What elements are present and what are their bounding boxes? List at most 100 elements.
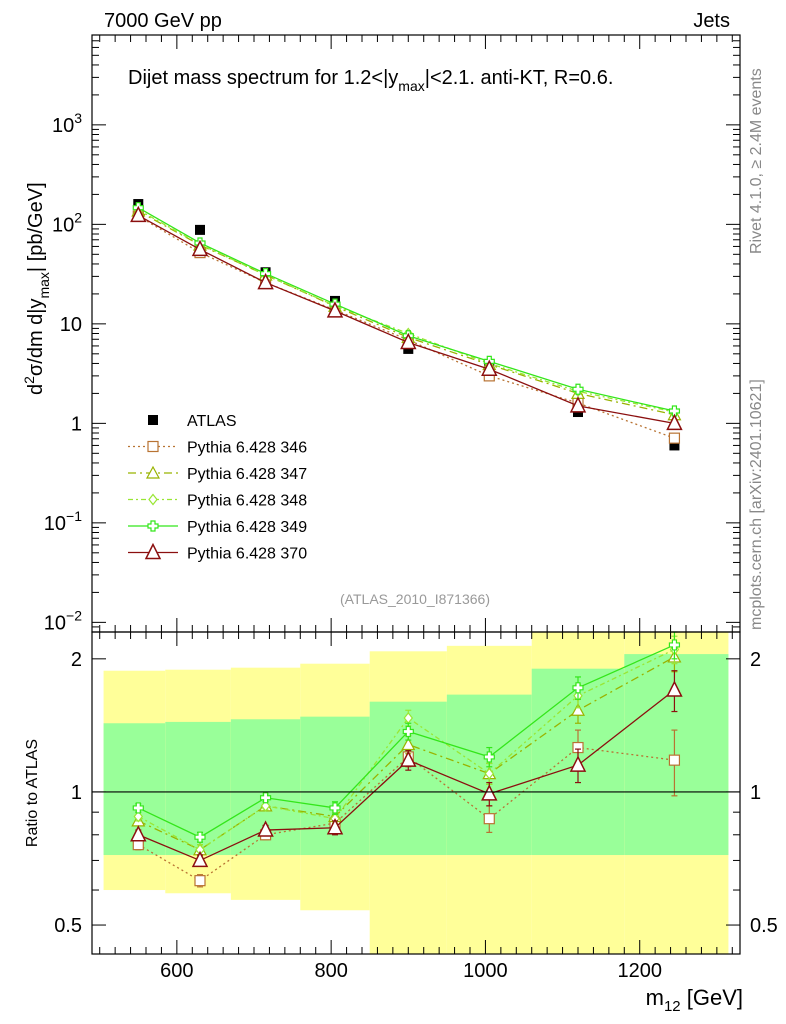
ratio-series-point — [191, 850, 209, 868]
chart-title-sub: max — [398, 78, 424, 94]
main-series-line — [137, 215, 675, 439]
process-label: Jets — [693, 10, 730, 32]
main-series-point — [400, 332, 417, 350]
legend-label: Pythia 6.428 348 — [187, 493, 307, 510]
ratio-series-point — [484, 767, 495, 780]
analysis-id: (ATLAS_2010_I871366) — [340, 591, 490, 607]
main-ytick-label: 103 — [52, 110, 82, 137]
ratio-series-point — [481, 784, 498, 801]
xtick-label: 800 — [314, 960, 347, 982]
main-ytick-label-base: 10 — [44, 513, 66, 535]
ratio-ytick-label-right: 1 — [750, 782, 761, 804]
legend-marker — [144, 542, 162, 560]
main-series-line — [137, 209, 675, 413]
main-ytick-label-base: 10 — [44, 612, 66, 634]
ratio-series-line — [138, 689, 675, 862]
ratio-ytick-label-left: 2 — [71, 649, 82, 671]
main-ylabel: d2σ/dm d|ymax| [pb/GeV] — [21, 182, 52, 395]
ratio-series-point — [133, 810, 144, 823]
ratio-series-point — [400, 750, 417, 767]
ratio-ylabel: Ratio to ATLAS — [24, 739, 41, 847]
legend-marker — [148, 493, 158, 506]
ratio-series-point — [668, 754, 681, 766]
ratio-series-point — [666, 680, 683, 697]
legend-marker — [147, 520, 159, 532]
main-ytick-label: 102 — [52, 209, 82, 236]
main-ylabel-sup: 2 — [21, 376, 37, 384]
legend: ATLAS Pythia 6.428 346 Pythia 6.428 347 Pyt… — [128, 413, 307, 563]
ratio-series-point — [572, 682, 584, 694]
main-ylabel-p1: d — [25, 384, 47, 395]
main-series-point — [191, 239, 209, 257]
main-series-point — [572, 383, 584, 395]
xtick-label: 600 — [160, 960, 193, 982]
ratio-series-point — [483, 751, 495, 763]
ratio-series-line — [138, 644, 675, 838]
axis-ticks — [92, 34, 740, 954]
ratio-series-point — [668, 639, 681, 651]
ratio-series-point — [483, 813, 495, 825]
atlas-point — [669, 440, 680, 451]
ratio-series-point — [194, 875, 206, 887]
main-series-line — [137, 210, 675, 416]
main-series-line — [137, 207, 675, 412]
xaxis-label-unit: [GeV] — [681, 985, 743, 1010]
ratio-series-point — [259, 792, 272, 804]
atlas-point — [195, 224, 205, 235]
ratio-series-point — [326, 818, 344, 835]
chart-title-part2: |<2.1. anti-KT, R=0.6. — [425, 67, 614, 89]
ratio-ytick-label-left: 1 — [71, 782, 82, 804]
xaxis-label-sub: 12 — [664, 998, 681, 1015]
ratio-series-point — [329, 802, 341, 814]
mcplots-label: mcplots.cern.ch [arXiv:2401.10621] — [748, 379, 765, 630]
legend-marker-atlas — [148, 415, 158, 425]
main-frame — [91, 34, 741, 633]
legend-label: Pythia 6.428 346 — [187, 440, 307, 457]
energy-label: 7000 GeV pp — [104, 10, 222, 32]
ratio-frame — [91, 631, 741, 955]
main-series-point — [257, 272, 274, 290]
main-ytick-label-exp: −2 — [66, 607, 82, 623]
main-ytick-label-base: 10 — [60, 314, 82, 336]
ratio-series-point — [570, 703, 586, 716]
ratio-ytick-label-right: 2 — [750, 649, 761, 671]
main-ylabel-p3: | [pb/GeV] — [25, 182, 47, 272]
main-series-line — [137, 214, 675, 424]
xtick-label: 1200 — [617, 960, 662, 982]
main-ytick-label-exp: 3 — [74, 110, 82, 126]
ratio-series-point — [132, 802, 144, 814]
main-ytick-label-exp: −1 — [66, 508, 82, 524]
main-series-point — [481, 359, 498, 376]
main-series-point — [668, 405, 681, 417]
uncertainty-bands — [103, 632, 729, 954]
ratio-series-point — [401, 737, 416, 751]
xaxis-label: m12 [GeV] — [646, 985, 743, 1015]
main-series — [130, 199, 683, 451]
ratio-ytick-labels: 0.5 0.5 1 1 2 2 — [54, 649, 778, 937]
main-ytick-label-base: 1 — [71, 413, 82, 435]
xaxis-label-base: m — [646, 985, 664, 1010]
chart-title: Dijet mass spectrum for 1.2<|ymax|<2.1. … — [128, 67, 613, 94]
chart-title-part1: Dijet mass spectrum for 1.2<|y — [128, 67, 398, 89]
main-series-point — [666, 413, 683, 431]
ratio-series-line — [137, 648, 675, 851]
main-ytick-label: 10−1 — [44, 508, 82, 535]
ratio-ytick-label-left: 0.5 — [54, 915, 82, 937]
main-ytick-label: 1 — [71, 413, 82, 435]
ratio-series-point — [569, 755, 587, 772]
xtick-labels: 600 800 1000 1200 — [160, 960, 662, 982]
ratio-series-point — [194, 831, 206, 843]
main-ytick-label-exp: 2 — [74, 209, 82, 225]
legend-label: Pythia 6.428 347 — [187, 466, 307, 483]
ratio-series-point — [257, 820, 274, 837]
ratio-series-point — [130, 825, 147, 842]
main-ytick-label: 10 — [60, 314, 82, 336]
ratio-series-line — [137, 746, 675, 882]
legend-marker — [145, 465, 161, 479]
main-ytick-label-base: 10 — [52, 115, 74, 137]
main-series-point — [130, 205, 147, 223]
rivet-label: Rivet 4.1.0, ≥ 2.4M events — [748, 68, 765, 254]
main-series-point — [668, 432, 681, 444]
